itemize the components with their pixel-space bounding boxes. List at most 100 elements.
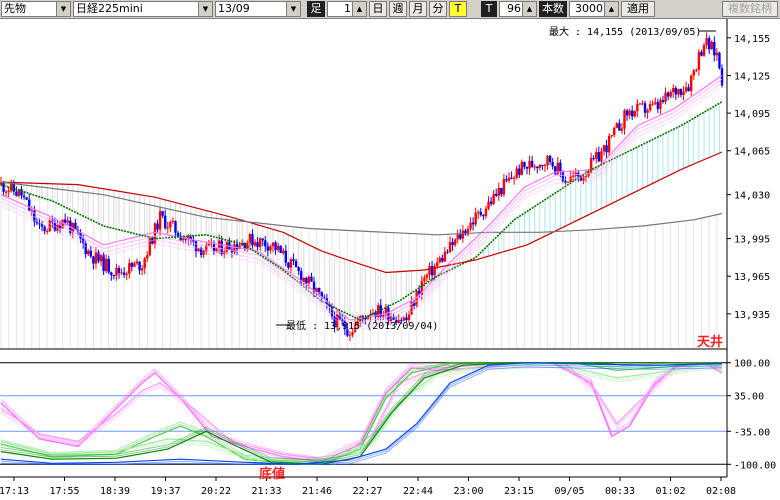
candle bbox=[487, 201, 490, 209]
candle bbox=[471, 222, 475, 225]
candle bbox=[541, 164, 544, 166]
price-chart[interactable]: 14,155 14,125 14,095 14,065 14,030 13,995 13,9… bbox=[0, 19, 780, 500]
candle bbox=[412, 301, 416, 307]
tick-button[interactable]: T bbox=[449, 1, 467, 17]
candle bbox=[104, 258, 108, 272]
candle bbox=[477, 211, 480, 213]
candle bbox=[512, 177, 516, 179]
chevron-down-icon[interactable]: ▼ bbox=[198, 2, 212, 16]
candle bbox=[630, 110, 634, 117]
candle bbox=[497, 187, 500, 196]
candle bbox=[117, 267, 121, 274]
spinner-icon[interactable]: ▲ bbox=[522, 2, 536, 16]
candle bbox=[502, 179, 506, 195]
product-value: 日経225mini bbox=[76, 2, 143, 15]
candle bbox=[607, 135, 611, 153]
candle bbox=[613, 127, 616, 136]
candle bbox=[343, 321, 347, 330]
candle bbox=[89, 250, 93, 257]
product-select[interactable]: 日経225mini ▼ bbox=[73, 1, 213, 17]
candle bbox=[40, 223, 44, 227]
candle bbox=[561, 172, 565, 181]
candle bbox=[220, 240, 223, 255]
candle bbox=[469, 222, 472, 229]
candle bbox=[600, 151, 603, 162]
candle bbox=[197, 247, 200, 252]
candle bbox=[433, 266, 436, 276]
candle bbox=[92, 256, 95, 264]
candle bbox=[202, 251, 205, 255]
candle bbox=[582, 176, 585, 181]
x-tick-label: 21:46 bbox=[302, 486, 332, 497]
x-tick-label: 23:00 bbox=[453, 486, 483, 497]
t-value-spinner[interactable]: 96 ▲ bbox=[499, 1, 537, 17]
chevron-down-icon[interactable]: ▼ bbox=[286, 2, 300, 16]
month-button[interactable]: 月 bbox=[409, 1, 427, 17]
oscillator-tick-label: -100.00 bbox=[734, 460, 776, 471]
candle bbox=[697, 51, 701, 70]
candle bbox=[274, 242, 277, 251]
x-tick-label: 22:27 bbox=[352, 486, 382, 497]
candle bbox=[536, 166, 539, 168]
candle bbox=[602, 145, 606, 152]
compare-button[interactable]: 複数銘柄 bbox=[722, 1, 778, 17]
market-value: 先物 bbox=[4, 2, 26, 15]
candle bbox=[146, 255, 149, 259]
candle bbox=[294, 261, 298, 268]
candle bbox=[84, 242, 87, 255]
candle bbox=[253, 242, 257, 246]
candle bbox=[130, 263, 134, 267]
candle bbox=[659, 100, 662, 109]
bottom-label: 底値 bbox=[259, 466, 285, 482]
candle bbox=[687, 87, 690, 92]
spinner-icon[interactable]: ▲ bbox=[604, 2, 618, 16]
oscillator-line bbox=[0, 362, 723, 465]
x-tick-label: 09/05 bbox=[554, 486, 584, 497]
candle bbox=[12, 182, 16, 192]
candle bbox=[633, 111, 636, 117]
candle bbox=[33, 210, 36, 222]
toolbar: 先物 ▼ 日経225mini ▼ 13/09 ▼ 足 1 ▲ 日 週 月 分 T T 9… bbox=[0, 0, 780, 19]
count-label: 本数 bbox=[539, 1, 567, 17]
candle bbox=[120, 272, 123, 274]
count-spinner[interactable]: 3000 ▲ bbox=[569, 1, 619, 17]
minute-button[interactable]: 分 bbox=[429, 1, 447, 17]
ma-mid-line bbox=[0, 101, 723, 321]
candle bbox=[264, 240, 267, 247]
candle bbox=[518, 168, 521, 175]
candle bbox=[181, 238, 185, 241]
candle bbox=[690, 75, 693, 92]
contract-select[interactable]: 13/09 ▼ bbox=[215, 1, 301, 17]
candle bbox=[15, 191, 18, 196]
candle bbox=[423, 277, 426, 282]
candle bbox=[284, 250, 288, 263]
day-button[interactable]: 日 bbox=[369, 1, 387, 17]
candle bbox=[184, 238, 187, 240]
candle bbox=[346, 329, 349, 336]
candle bbox=[94, 252, 98, 264]
candle bbox=[651, 103, 654, 105]
candle bbox=[79, 232, 82, 239]
candle bbox=[171, 220, 175, 223]
candle bbox=[569, 176, 572, 182]
t-value: 96 bbox=[507, 2, 521, 15]
candle bbox=[548, 155, 552, 162]
y-tick-label: 13,995 bbox=[734, 235, 770, 246]
candle bbox=[559, 162, 562, 173]
candle bbox=[489, 201, 493, 204]
ma-short-line bbox=[0, 75, 723, 321]
candle bbox=[215, 247, 218, 252]
ma-ribbon-line bbox=[0, 78, 723, 325]
chevron-down-icon[interactable]: ▼ bbox=[56, 2, 70, 16]
interval-spinner[interactable]: 1 ▲ bbox=[327, 1, 367, 17]
apply-button[interactable]: 適用 bbox=[621, 1, 655, 17]
market-select[interactable]: 先物 ▼ bbox=[1, 1, 71, 17]
candle bbox=[438, 257, 441, 263]
spinner-icon[interactable]: ▲ bbox=[352, 2, 366, 16]
candle bbox=[525, 166, 529, 169]
week-button[interactable]: 週 bbox=[389, 1, 407, 17]
candle bbox=[682, 91, 685, 96]
candle bbox=[333, 316, 336, 328]
candle bbox=[169, 222, 172, 228]
candle bbox=[7, 190, 10, 192]
